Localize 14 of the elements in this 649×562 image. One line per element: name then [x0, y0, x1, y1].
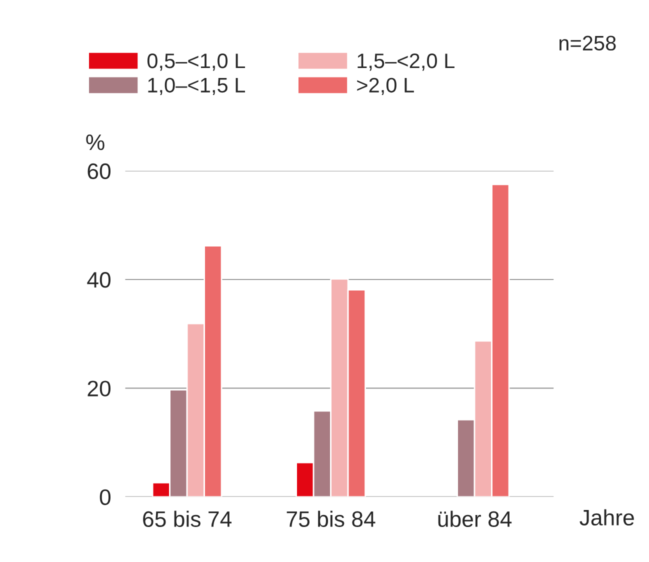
legend-label: 1,5–<2,0 L [358, 53, 454, 71]
legend-label: 0,5–<1,0 L [147, 53, 246, 71]
y-tick-label: 20 [88, 380, 110, 396]
text: n=258 [560, 36, 616, 51]
x-axis-title: Jahre [580, 509, 634, 526]
x-tick-label: 75 bis 84 [286, 510, 376, 528]
y-tick-label: 0 [100, 489, 110, 506]
y-tick-label: 60 [88, 163, 110, 180]
x-tick-label: über 84 [438, 510, 512, 528]
legend-label: 1,0–<1,5 L [148, 78, 246, 96]
y-axis-title: % [86, 134, 104, 150]
x-tick-label: 65 bis 74 [143, 510, 232, 528]
y-tick-label: 40 [87, 272, 110, 288]
legend-label: >2,0 L [357, 78, 414, 96]
